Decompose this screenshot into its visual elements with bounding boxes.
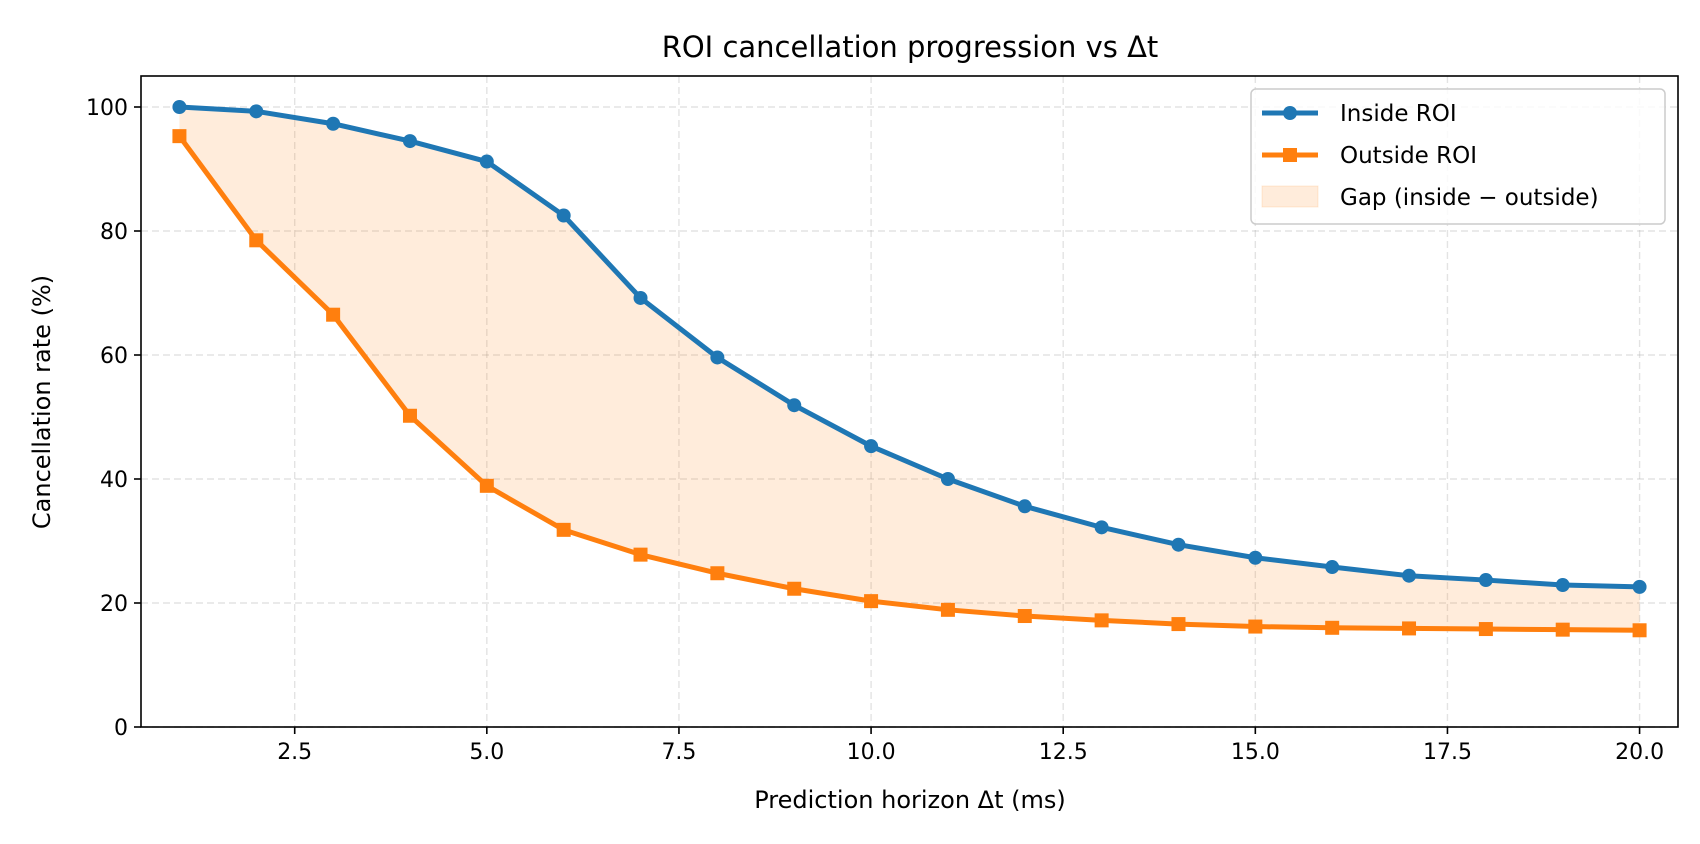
data-point-inside-roi [1402,568,1417,583]
legend-inside-roi-marker [1283,106,1297,120]
data-point-outside-roi [1555,622,1570,637]
data-point-inside-roi [326,116,341,131]
data-point-outside-roi [1171,617,1186,632]
data-point-inside-roi [1017,499,1032,514]
data-point-outside-roi [249,233,264,248]
x-tick-label: 10.0 [847,740,896,765]
gap-fill-area [179,107,1640,631]
x-tick-label: 5.0 [469,740,504,765]
series-line-inside-roi [179,104,1640,590]
y-axis-label: Cancellation rate (%) [28,275,56,529]
data-point-outside-roi [326,307,341,322]
plot-frame [140,75,1679,728]
x-tick-label: 15.0 [1231,740,1280,765]
data-point-inside-roi [402,134,417,149]
legend-frame [1250,88,1666,225]
x-tick-label: 20.0 [1615,740,1664,765]
data-point-outside-roi [1094,613,1109,628]
legend-outside-roi-marker [1283,148,1297,162]
series-inside-roi [172,100,1647,594]
data-point-inside-roi [249,104,264,119]
y-tick-label: 20 [100,592,128,617]
x-tick-label: 12.5 [1039,740,1088,765]
legend-inside-roi-label: Inside ROI [1340,101,1457,127]
x-axis-ticks: 2.5 5.0 7.5 10.0 12.5 15.0 17.5 20.0 [277,727,1664,765]
data-point-outside-roi [787,581,802,596]
legend-gap-swatch [1261,185,1319,208]
data-point-inside-roi [479,154,494,169]
x-axis-label: Prediction horizon Δt (ms) [754,786,1065,814]
data-point-inside-roi [940,472,955,486]
data-point-inside-roi [172,100,187,114]
data-point-inside-roi [633,290,648,305]
data-point-outside-roi [479,478,494,493]
x-tick-label: 2.5 [277,740,312,765]
y-tick-label: 80 [100,220,128,245]
y-tick-label: 40 [100,468,128,493]
data-point-inside-roi [864,439,879,454]
legend-outside-roi-label: Outside ROI [1340,143,1477,169]
y-tick-label: 0 [114,716,128,741]
data-point-outside-roi [402,408,417,423]
data-point-outside-roi [1632,623,1647,638]
data-point-inside-roi [1478,573,1493,588]
y-axis-ticks: 0 20 40 60 80 100 [86,96,141,741]
data-point-inside-roi [1632,579,1647,594]
data-point-outside-roi [710,566,725,581]
data-point-outside-roi [172,129,187,144]
data-point-outside-roi [1402,621,1417,636]
data-point-inside-roi [787,398,802,413]
chart-title: ROI cancellation progression vs Δt [662,30,1159,64]
x-tick-label: 7.5 [661,740,696,765]
data-point-outside-roi [1325,620,1340,635]
data-point-outside-roi [633,547,648,562]
data-point-outside-roi [1248,619,1263,634]
series-line-outside-roi [177,134,1640,633]
data-point-outside-roi [556,522,571,537]
data-point-outside-roi [1017,609,1032,624]
y-tick-label: 100 [86,96,128,121]
data-point-inside-roi [1325,560,1340,575]
data-point-inside-roi [1555,578,1570,593]
series-lines [172,100,1647,638]
legend-gap-label: Gap (inside − outside) [1340,185,1599,211]
chart-legend: Inside ROI Outside ROI Gap (inside − out… [1250,88,1666,225]
data-point-inside-roi [1094,520,1109,535]
data-point-inside-roi [1248,550,1263,565]
y-tick-label: 60 [100,344,128,369]
data-point-outside-roi [864,594,879,609]
data-point-outside-roi [940,602,955,617]
data-point-outside-roi [1478,622,1493,637]
data-point-inside-roi [556,208,571,223]
x-tick-label: 17.5 [1423,740,1472,765]
data-point-inside-roi [1171,537,1186,552]
gap-fill-polygon [179,107,1640,631]
series-outside-roi [172,129,1647,638]
data-point-inside-roi [710,350,725,365]
